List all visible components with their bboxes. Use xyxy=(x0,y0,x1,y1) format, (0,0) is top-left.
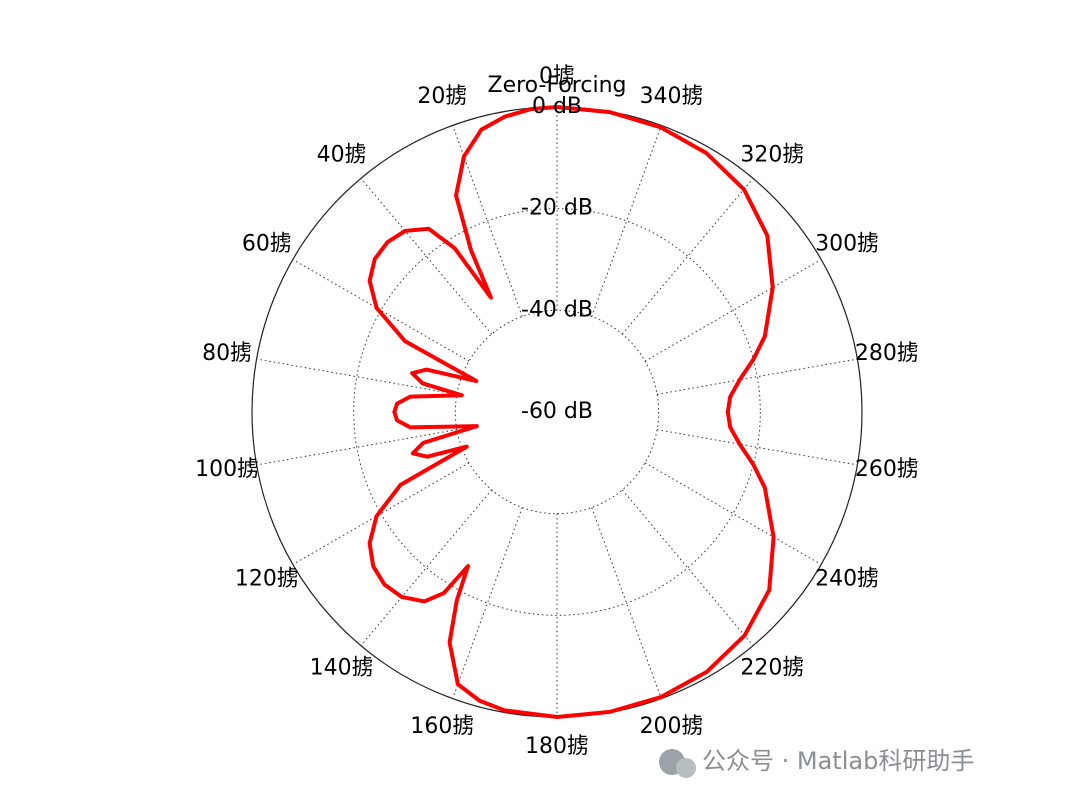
labels: 0掳 20掳 40掳 60掳 80掳 100掳 120掳 140掳 160掳 180掳 200掳 22… xyxy=(195,64,919,759)
theta-tick-label: 260掳 xyxy=(855,457,919,482)
r-tick-label: -60 dB xyxy=(521,399,593,424)
theta-tick-label: 320掳 xyxy=(740,142,804,167)
r-tick-label: -40 dB xyxy=(521,297,593,322)
theta-tick-label: 200掳 xyxy=(640,714,704,739)
r-tick-label: -20 dB xyxy=(521,196,593,221)
theta-tick-label: 40掳 xyxy=(317,142,367,167)
theta-tick-label: 140掳 xyxy=(310,656,374,681)
theta-tick-label: 100掳 xyxy=(195,457,259,482)
theta-tick-label: 180掳 xyxy=(525,734,589,759)
chart-title: Zero-Forcing xyxy=(488,73,627,98)
theta-tick-label: 20掳 xyxy=(417,84,467,109)
theta-tick-label: 220掳 xyxy=(740,656,804,681)
theta-tick-label: 160掳 xyxy=(410,714,474,739)
theta-tick-label: 300掳 xyxy=(815,232,879,257)
theta-tick-label: 60掳 xyxy=(242,232,292,257)
data-line xyxy=(367,105,776,719)
plot-area xyxy=(367,105,776,719)
watermark-icon xyxy=(676,758,696,778)
theta-tick-label: 340掳 xyxy=(640,84,704,109)
theta-tick-label: 240掳 xyxy=(815,567,879,592)
theta-tick-label: 80掳 xyxy=(202,341,252,366)
theta-tick-label: 120掳 xyxy=(235,567,299,592)
watermark: 公众号 · Matlab科研助手 xyxy=(659,747,974,778)
theta-tick-label: 280掳 xyxy=(855,341,919,366)
theta-tick-label: 0掳 xyxy=(539,64,575,89)
watermark-text: 公众号 · Matlab科研助手 xyxy=(702,747,974,775)
r-tick-label: 0 dB xyxy=(532,94,582,119)
